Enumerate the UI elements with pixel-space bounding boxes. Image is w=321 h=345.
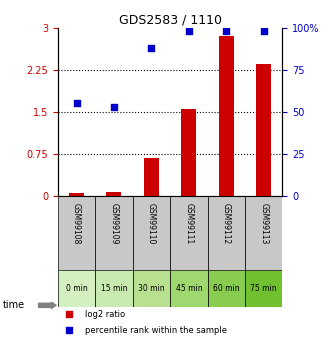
Text: 30 min: 30 min [138,284,165,293]
Point [149,45,154,51]
Point [66,327,72,333]
Point [224,28,229,34]
Text: 45 min: 45 min [176,284,202,293]
Bar [256,64,271,196]
FancyBboxPatch shape [133,270,170,306]
Text: GSM99111: GSM99111 [184,203,193,245]
Bar [107,192,121,196]
Bar [181,109,196,196]
Point [74,101,79,106]
FancyBboxPatch shape [245,196,282,270]
Text: percentile rank within the sample: percentile rank within the sample [85,326,227,335]
FancyBboxPatch shape [95,196,133,270]
Point [66,312,72,317]
Text: GSM99110: GSM99110 [147,203,156,245]
Text: 60 min: 60 min [213,284,239,293]
Bar [69,193,84,196]
FancyBboxPatch shape [95,270,133,306]
FancyBboxPatch shape [170,270,208,306]
Text: log2 ratio: log2 ratio [85,310,125,319]
FancyBboxPatch shape [208,270,245,306]
FancyBboxPatch shape [208,196,245,270]
Text: 75 min: 75 min [250,284,277,293]
Point [261,28,266,34]
FancyBboxPatch shape [133,196,170,270]
FancyBboxPatch shape [58,270,95,306]
FancyBboxPatch shape [170,196,208,270]
Point [111,104,117,109]
Text: time: time [3,300,25,310]
Point [186,28,191,34]
FancyBboxPatch shape [58,196,95,270]
Bar [219,36,234,196]
Text: 15 min: 15 min [101,284,127,293]
Text: GSM99113: GSM99113 [259,203,268,245]
Bar [144,158,159,196]
Text: GSM99109: GSM99109 [109,203,118,245]
Title: GDS2583 / 1110: GDS2583 / 1110 [119,13,221,27]
Text: 0 min: 0 min [65,284,87,293]
Text: GSM99108: GSM99108 [72,203,81,245]
Text: GSM99112: GSM99112 [222,203,231,245]
FancyBboxPatch shape [245,270,282,306]
